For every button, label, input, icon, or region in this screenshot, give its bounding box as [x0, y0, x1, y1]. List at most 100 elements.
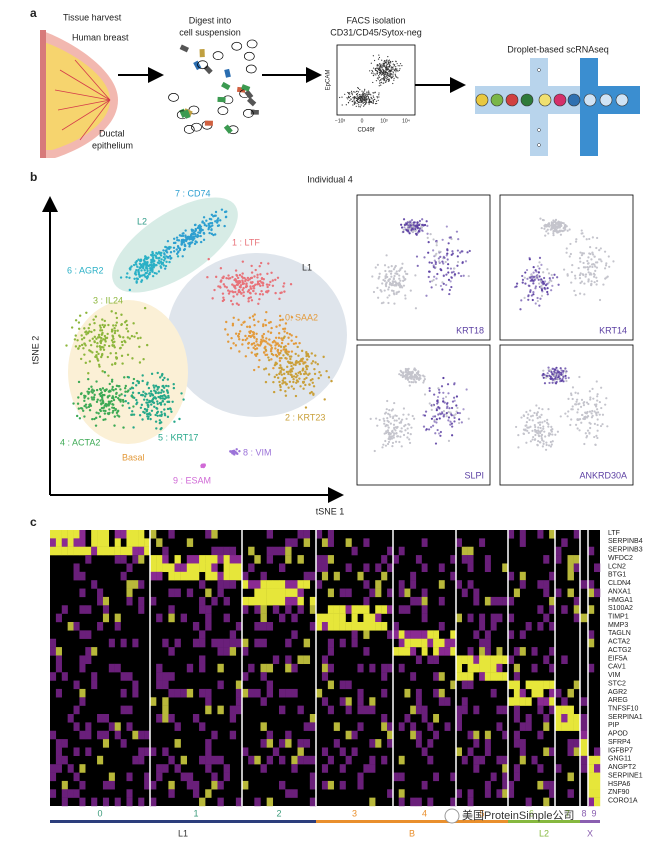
heatmap-cell	[537, 697, 544, 706]
expression-point	[574, 391, 577, 394]
heatmap-cell	[456, 789, 462, 798]
cell-point	[281, 379, 285, 382]
expression-point	[540, 413, 543, 416]
cell-point	[201, 228, 204, 232]
facs-dot	[382, 73, 384, 75]
expression-point	[457, 421, 461, 425]
facs-dot	[380, 84, 382, 86]
cell-point	[304, 406, 308, 409]
expression-point	[446, 267, 449, 270]
heatmap-cell	[573, 722, 581, 731]
cell-point	[242, 291, 245, 294]
expression-point	[464, 260, 468, 263]
expression-point	[550, 425, 553, 429]
heatmap-cell	[467, 555, 474, 564]
cell-point	[214, 275, 218, 279]
cell-point	[279, 351, 282, 355]
heatmap-cell	[260, 571, 267, 581]
cell	[241, 84, 251, 92]
facs-dot	[368, 90, 370, 92]
gene-label: PIP	[608, 722, 620, 729]
gene-label: GNG11	[608, 756, 631, 763]
cell-point	[149, 263, 152, 267]
expression-point	[554, 376, 557, 379]
facs-dot	[351, 94, 353, 96]
heatmap-cell	[339, 588, 346, 598]
cell-point	[267, 373, 271, 376]
cell-point	[90, 396, 93, 399]
cell-point	[210, 213, 214, 216]
cell-point	[97, 363, 101, 366]
expression-point	[402, 228, 405, 231]
cell-point	[160, 374, 164, 377]
facs-dot	[360, 99, 362, 102]
cell-point	[223, 285, 227, 288]
facs-dot	[347, 102, 350, 104]
cell-point	[103, 319, 106, 323]
cell-point	[86, 377, 90, 381]
cell-point	[286, 331, 289, 335]
cluster-label: 1 : LTF	[232, 237, 260, 247]
expression-point	[403, 270, 407, 273]
cell-point	[280, 356, 283, 360]
expression-point	[387, 286, 391, 289]
cell-point	[167, 394, 170, 398]
heatmap-cell	[467, 797, 474, 807]
cell-point	[265, 337, 268, 340]
heatmap-cell	[456, 663, 462, 673]
heatmap-cell	[114, 663, 121, 673]
heatmap-cell	[479, 613, 486, 623]
heatmap-cell	[223, 613, 230, 623]
expression-point	[560, 373, 563, 376]
cell-point	[312, 392, 315, 395]
heatmap-cell	[327, 605, 334, 614]
cell-point	[108, 408, 111, 411]
droplet	[505, 93, 519, 107]
cell-point	[154, 384, 158, 388]
heatmap-cell	[490, 613, 497, 623]
expression-point	[591, 253, 595, 256]
expression-point	[413, 367, 416, 370]
cell-point	[263, 346, 266, 350]
cell-point	[170, 410, 173, 413]
heatmap-cell	[321, 655, 329, 665]
cell-point	[322, 355, 325, 359]
expression-point	[544, 283, 548, 287]
expression-point	[402, 276, 405, 279]
heatmap-cell	[363, 580, 370, 589]
expression-point	[376, 263, 379, 266]
expression-point	[562, 222, 565, 225]
heatmap-cell	[567, 571, 574, 581]
cell-point	[248, 291, 252, 295]
heatmap-cell	[260, 588, 267, 598]
heatmap-cell	[321, 622, 329, 631]
cell-point	[84, 403, 88, 406]
expression-point	[393, 419, 396, 422]
expression-point	[541, 438, 544, 442]
expression-point	[445, 254, 448, 257]
expression-point	[570, 392, 573, 395]
heatmap-cell	[254, 596, 261, 606]
cell-point	[257, 282, 261, 286]
heatmap-cell	[235, 555, 243, 564]
cell-point	[143, 395, 147, 398]
heatmap-cell	[351, 605, 358, 614]
heatmap-cell	[479, 755, 486, 765]
expression-point	[441, 281, 444, 284]
cell-point	[90, 330, 93, 334]
cell-point	[128, 276, 131, 280]
heatmap-cell	[223, 555, 230, 564]
heatmap-cell	[205, 764, 212, 773]
facs-dot	[384, 73, 386, 75]
cell-point	[290, 364, 293, 368]
cell-point	[203, 222, 206, 225]
cell-point	[286, 353, 290, 356]
expression-point	[596, 261, 599, 264]
cell-point	[113, 340, 116, 343]
expression-point	[538, 434, 541, 438]
expression-point	[586, 259, 589, 263]
heatmap-cell	[291, 580, 298, 589]
facs-dot	[395, 76, 397, 78]
heatmap-cell	[235, 563, 243, 573]
expression-point	[453, 267, 456, 270]
